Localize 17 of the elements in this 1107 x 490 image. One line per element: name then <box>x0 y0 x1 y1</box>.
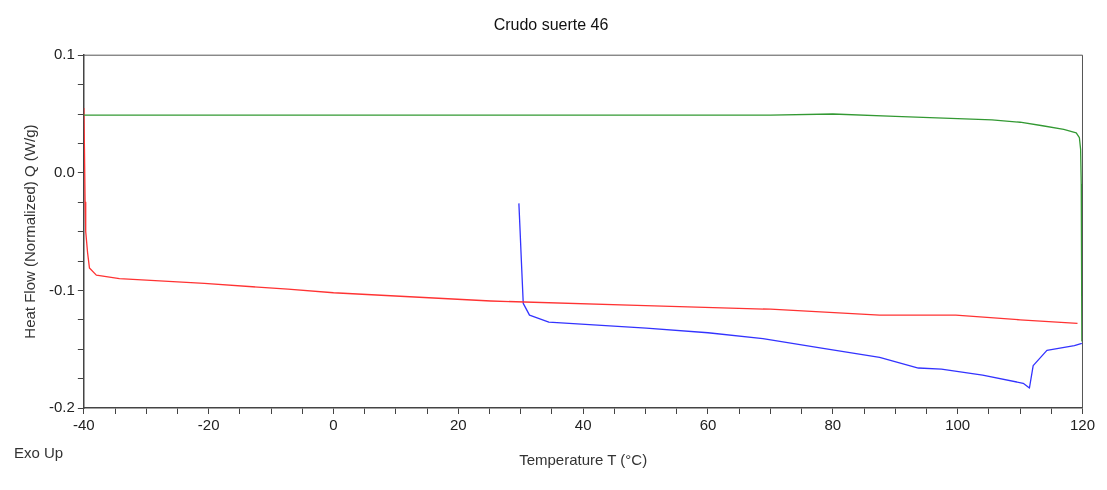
x-axis-title: Temperature T (°C) <box>519 451 648 469</box>
chart-title: Crudo suerte 46 <box>493 16 609 34</box>
y-tick-label: 0.1 <box>53 45 75 63</box>
x-tick-label: 0 <box>329 416 338 434</box>
x-tick-label: 120 <box>1069 416 1095 434</box>
x-tick-label: 100 <box>945 416 971 434</box>
y-axis-title: Heat Flow (Normalized) Q (W/g) <box>21 124 39 339</box>
x-tick-label: -20 <box>197 416 220 434</box>
y-tick-label: -0.1 <box>48 280 75 298</box>
x-tick-label: -40 <box>73 416 95 434</box>
y-tick-label: -0.2 <box>48 398 75 416</box>
text: Exo Up <box>14 444 64 462</box>
x-tick-label: 40 <box>574 416 592 434</box>
y-tick-label: 0.0 <box>53 162 75 180</box>
x-tick-label: 60 <box>699 416 717 434</box>
x-tick-label: 20 <box>449 416 467 434</box>
x-tick-label: 80 <box>824 416 842 434</box>
